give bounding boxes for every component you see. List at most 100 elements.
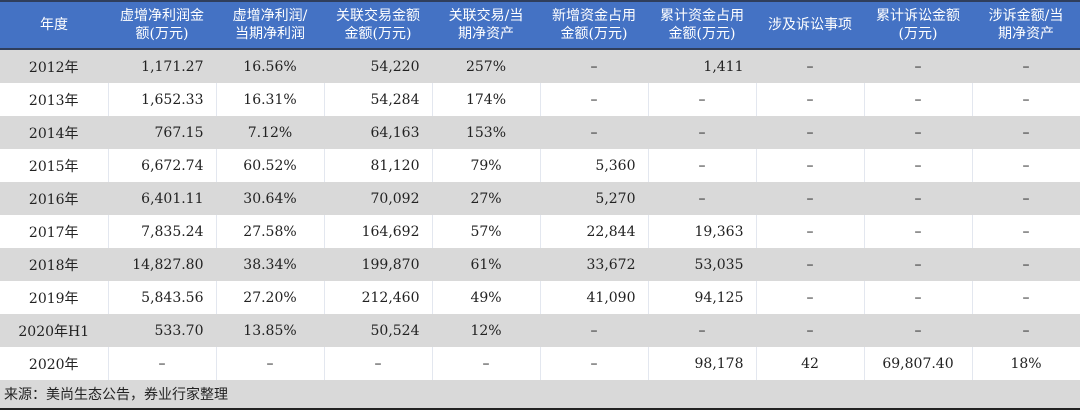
year-cell: 2020年H1 [0,314,109,347]
table-cell: – [864,314,973,347]
table-cell: – [756,83,865,116]
table-cell: 16.56% [216,49,325,83]
table-cell: – [972,49,1080,83]
table-cell: 12% [432,314,541,347]
column-header: 虚增净利润/当期净利润 [216,0,324,50]
column-header: 年度 [0,0,108,50]
column-header: 涉诉金额/当 期净资产 [972,0,1080,50]
table-cell: – [864,281,973,314]
table-cell: – [432,347,541,380]
table-cell: 533.70 [108,314,217,347]
column-header-line: 年度 [40,17,68,33]
year-cell: 2012年 [0,49,109,83]
table-cell: 1,171.27 [108,49,217,83]
column-header-line: 涉及诉讼事项 [768,17,852,33]
table-cell: 70,092 [324,182,433,215]
table-cell: – [648,83,757,116]
table-cell: – [864,248,973,281]
table-cell: 27.20% [216,281,325,314]
table-cell: 27.58% [216,215,325,248]
table-cell: – [756,49,865,83]
table-cell: – [648,182,757,215]
table-cell: 1,411 [648,49,757,83]
table-row: 2014年 767.15 7.12% 64,163 153% – – – – – [0,116,1080,149]
table-cell: 42 [756,347,865,380]
table-row: 2017年 7,835.24 27.58% 164,692 57% 22,844 19,36… [0,215,1080,248]
table-cell: 30.64% [216,182,325,215]
table-cell: – [756,215,865,248]
table-cell: 41,090 [540,281,649,314]
column-header-line: (万元) [898,26,938,42]
table-cell: 1,652.33 [108,83,217,116]
header-row: 年度 虚增净利润金 额(万元) 虚增净利润/当期净利润 关联交易金额 金额(万元) 关联交易… [0,0,1080,50]
table-cell: 14,827.80 [108,248,217,281]
table-cell: 33,672 [540,248,649,281]
table-cell: – [972,248,1080,281]
table-cell: 164,692 [324,215,433,248]
column-header-line: 新增资金占用 [552,8,636,24]
table-cell: 16.31% [216,83,325,116]
table-cell: – [540,314,649,347]
table-cell: 81,120 [324,149,433,182]
column-header-line: 金额(万元) [344,26,412,42]
table-cell: 767.15 [108,116,217,149]
column-header-line: 金额(万元) [560,26,628,42]
table-cell: 57% [432,215,541,248]
table-cell: 18% [972,347,1080,380]
table-cell: 5,360 [540,149,649,182]
table-cell: 174% [432,83,541,116]
table-cell: 19,363 [648,215,757,248]
table-cell: – [540,347,649,380]
table-cell: – [972,314,1080,347]
table-cell: 94,125 [648,281,757,314]
table-cell: – [864,149,973,182]
table-cell: – [648,314,757,347]
column-header: 累计诉讼金额 (万元) [864,0,972,50]
column-header-line: 期净资产 [998,26,1054,42]
table-cell: – [648,149,757,182]
table-cell: 5,843.56 [108,281,217,314]
table-cell: – [972,215,1080,248]
table-cell: 79% [432,149,541,182]
column-header: 累计资金占用 金额(万元) [648,0,756,50]
table-cell: 69,807.40 [864,347,973,380]
table-cell: – [756,281,865,314]
table-cell: 61% [432,248,541,281]
table-cell: – [756,182,865,215]
year-cell: 2020年 [0,347,109,380]
table-cell: – [972,83,1080,116]
table-row: 2019年 5,843.56 27.20% 212,460 49% 41,090 94,12… [0,281,1080,314]
table-cell: 257% [432,49,541,83]
year-cell: 2017年 [0,215,109,248]
table-cell: – [864,83,973,116]
table-cell: 49% [432,281,541,314]
table-cell: – [864,116,973,149]
column-header: 关联交易/当 期净资产 [432,0,540,50]
table-cell: – [756,314,865,347]
table-row: 2016年 6,401.11 30.64% 70,092 27% 5,270– – – – [0,182,1080,215]
table-cell: – [756,248,865,281]
column-header: 虚增净利润金 额(万元) [108,0,216,50]
table-cell: – [864,49,973,83]
column-header-line: 虚增净利润金 [120,8,204,24]
year-cell: 2018年 [0,248,109,281]
table-cell: – [972,116,1080,149]
year-cell: 2014年 [0,116,109,149]
table-cell: 60.52% [216,149,325,182]
table-cell: – [324,347,433,380]
year-cell: 2016年 [0,182,109,215]
table-cell: – [972,149,1080,182]
table-cell: 27% [432,182,541,215]
table-cell: 64,163 [324,116,433,149]
table-cell: 53,035 [648,248,757,281]
column-header-line: 累计资金占用 [660,8,744,24]
column-header-line: 虚增净利润/ [232,8,308,24]
table-cell: – [864,215,973,248]
table-cell: 54,220 [324,49,433,83]
source-row: 来源：美尚生态公告，券业行家整理 [0,380,1080,410]
table-row: 2012年 1,171.27 16.56% 54,220 257% –1,411– – – [0,49,1080,83]
table-cell: – [648,116,757,149]
table-cell: – [108,347,217,380]
column-header-line: 额(万元) [135,26,189,42]
